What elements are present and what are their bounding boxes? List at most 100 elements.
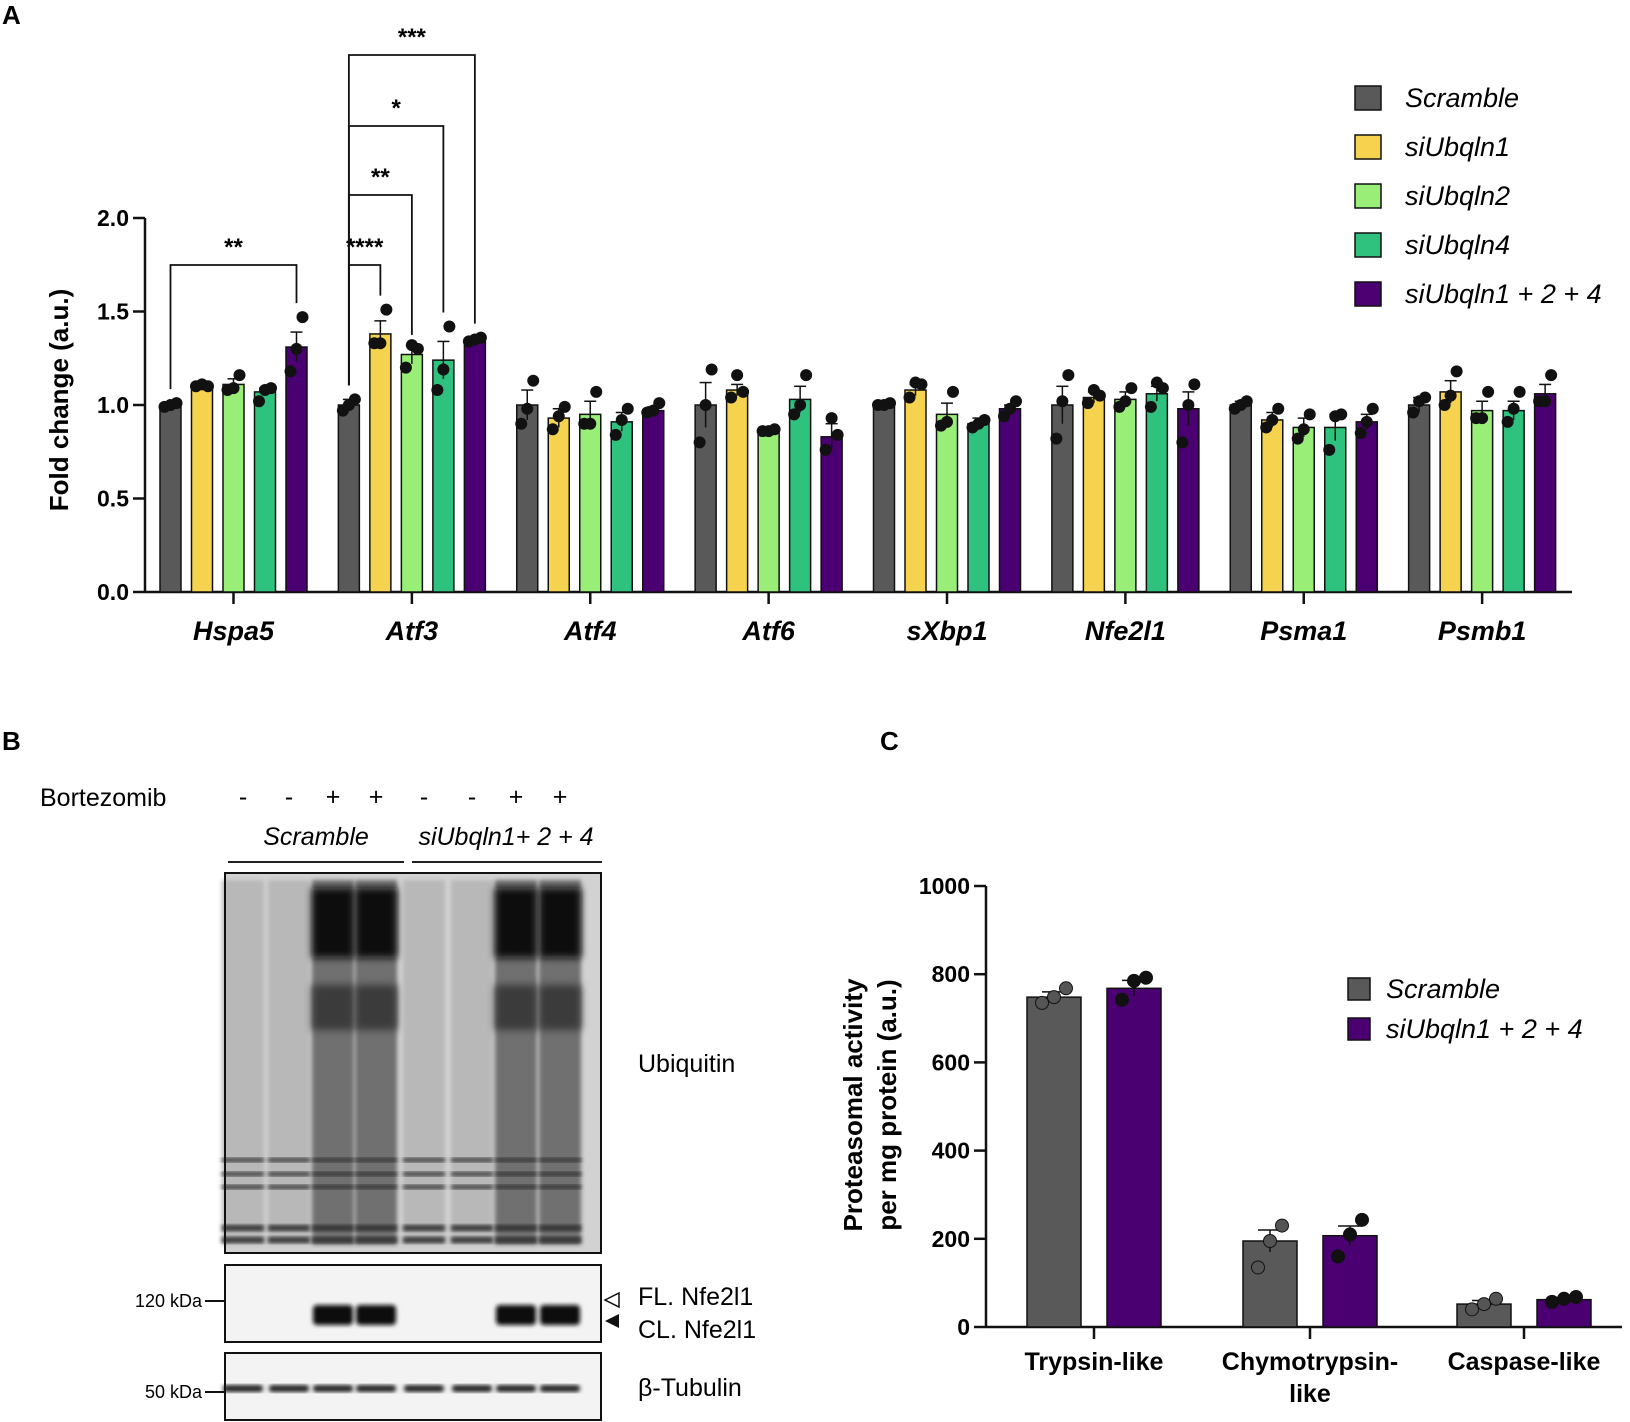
data-point [1291, 432, 1304, 445]
data-point [1059, 981, 1073, 996]
significance-label: ** [224, 234, 243, 261]
panel-letter-b: B [2, 726, 21, 756]
gene-label-atf3: Atf3 [385, 616, 439, 646]
data-point [1010, 395, 1022, 408]
panel-c-y-tick-label: 200 [932, 1226, 970, 1252]
ubiquitin-lane-low-band [539, 1225, 581, 1231]
gene-label-atf4: Atf4 [563, 616, 617, 646]
ubiquitin-lane-low-band [451, 1225, 493, 1231]
data-point [699, 399, 712, 411]
category-label-trypsin-like: Trypsin-like [1025, 1348, 1164, 1376]
bar-psma1-siubqln2 [1292, 426, 1315, 593]
legend-label-siubqln4: siUbqln4 [1405, 230, 1510, 260]
panel-c-y-tick-label: 600 [932, 1049, 970, 1075]
ubiquitin-lane-low-band [268, 1158, 310, 1162]
panel-c-y-tick-label: 400 [932, 1138, 970, 1164]
ubiquitin-blot-frame [224, 872, 602, 1254]
data-point [1477, 1297, 1491, 1312]
treatment-sign: - [468, 783, 476, 811]
tubulin-band [223, 1385, 263, 1392]
nfe2l1-blot-frame [224, 1264, 602, 1343]
bar-atf4-siubqln4 [610, 421, 633, 593]
data-point [1513, 385, 1526, 398]
data-point [941, 415, 953, 428]
ubiquitin-lane-low-band [222, 1225, 264, 1231]
ubiquitin-lane-low-band [495, 1225, 537, 1231]
bar-sxbp1-scramble [872, 404, 896, 593]
data-point [590, 385, 603, 398]
panel-a-y-tick-label: 0.0 [97, 579, 129, 605]
bar-psma1-siubqln1 [1261, 419, 1284, 593]
ubiquitin-lane-low-band [355, 1237, 397, 1243]
data-point [1545, 1294, 1559, 1309]
data-point [621, 402, 634, 415]
bar-sxbp1-siubqln1 [904, 389, 927, 593]
data-point [1438, 399, 1451, 411]
bar-hspa5-siubqln1 [190, 385, 214, 593]
data-point [558, 400, 571, 413]
legend-swatch-siubqln1 [1354, 134, 1382, 160]
data-point [1139, 970, 1153, 985]
data-point [1335, 408, 1348, 421]
ubiquitin-lane-low-band [403, 1158, 445, 1162]
data-point [1093, 389, 1106, 402]
data-point [1125, 382, 1138, 395]
bar-psmb1-scramble [1407, 404, 1431, 593]
ubiquitin-lane-dark-top [495, 888, 537, 958]
nfe2l1-blot [224, 1264, 602, 1343]
ubiquitin-lane-low-band [451, 1237, 493, 1243]
ubiquitin-lane-band [495, 985, 537, 1030]
data-point [443, 320, 456, 333]
significance-label: **** [346, 234, 384, 261]
data-point [1331, 1249, 1345, 1264]
marker-50-kda: 50 kDa [145, 1382, 203, 1402]
data-point [1489, 1291, 1503, 1306]
data-point [284, 365, 297, 378]
data-point [1050, 432, 1063, 445]
bar-atf4-siubqln1-2-4 [642, 409, 665, 593]
data-point [521, 402, 534, 415]
ubiquitin-lane-low-band [451, 1172, 493, 1176]
data-point [227, 382, 240, 395]
bar-atf4-siubqln1 [547, 417, 570, 593]
tubulin-blot-frame [224, 1352, 602, 1421]
data-point [915, 378, 928, 391]
data-point [348, 393, 361, 406]
data-point [374, 337, 387, 350]
data-point [1176, 436, 1189, 449]
data-point [1360, 415, 1373, 428]
ubiquitin-lane-low-band [355, 1185, 397, 1189]
ubiquitin-label: Ubiquitin [638, 1050, 735, 1078]
legend-swatch-siubqln1-2-4 [1347, 1017, 1371, 1041]
ubiquitin-lane-low-band [495, 1185, 537, 1189]
panel-a-y-tick-label: 1.5 [97, 299, 129, 325]
ubiquitin-lane-low-band [495, 1237, 537, 1243]
treatment-sign: + [553, 783, 568, 811]
bar-nfe2l1-siubqln4 [1145, 393, 1169, 593]
data-point [1263, 1234, 1277, 1249]
group-label-combo: siUbqln1+ 2 + 4 [418, 823, 593, 851]
treatment-sign: - [239, 783, 247, 811]
legend-label-siubqln1-2-4: siUbqln1 + 2 + 4 [1405, 279, 1602, 309]
gene-label-nfe2l1: Nfe2l1 [1085, 616, 1166, 646]
data-point [1323, 443, 1336, 456]
data-point [170, 397, 183, 410]
gene-label-atf6: Atf6 [741, 616, 795, 646]
gene-label-psmb1: Psmb1 [1438, 616, 1527, 646]
data-point [1343, 1227, 1357, 1242]
nfe2l1-band [496, 1305, 536, 1325]
legend-swatch-scramble [1347, 977, 1371, 1001]
gene-label-psma1: Psma1 [1260, 616, 1347, 646]
data-point [265, 382, 277, 395]
ubiquitin-lane-band [355, 985, 397, 1030]
data-point [705, 363, 718, 376]
data-point [296, 311, 309, 324]
ubiquitin-lane-low-band [268, 1185, 310, 1189]
bar-hspa5-siubqln4 [253, 391, 277, 593]
ubiquitin-lane-smear [403, 880, 445, 1245]
data-point [1476, 412, 1489, 425]
data-point [1407, 406, 1420, 419]
marker-120-kda: 120 kDa [135, 1291, 203, 1311]
fl-nfe2l1-label: FL. Nfe2l1 [638, 1283, 753, 1311]
bar-trypsin-like-siubqln1-2-4 [1106, 987, 1162, 1328]
